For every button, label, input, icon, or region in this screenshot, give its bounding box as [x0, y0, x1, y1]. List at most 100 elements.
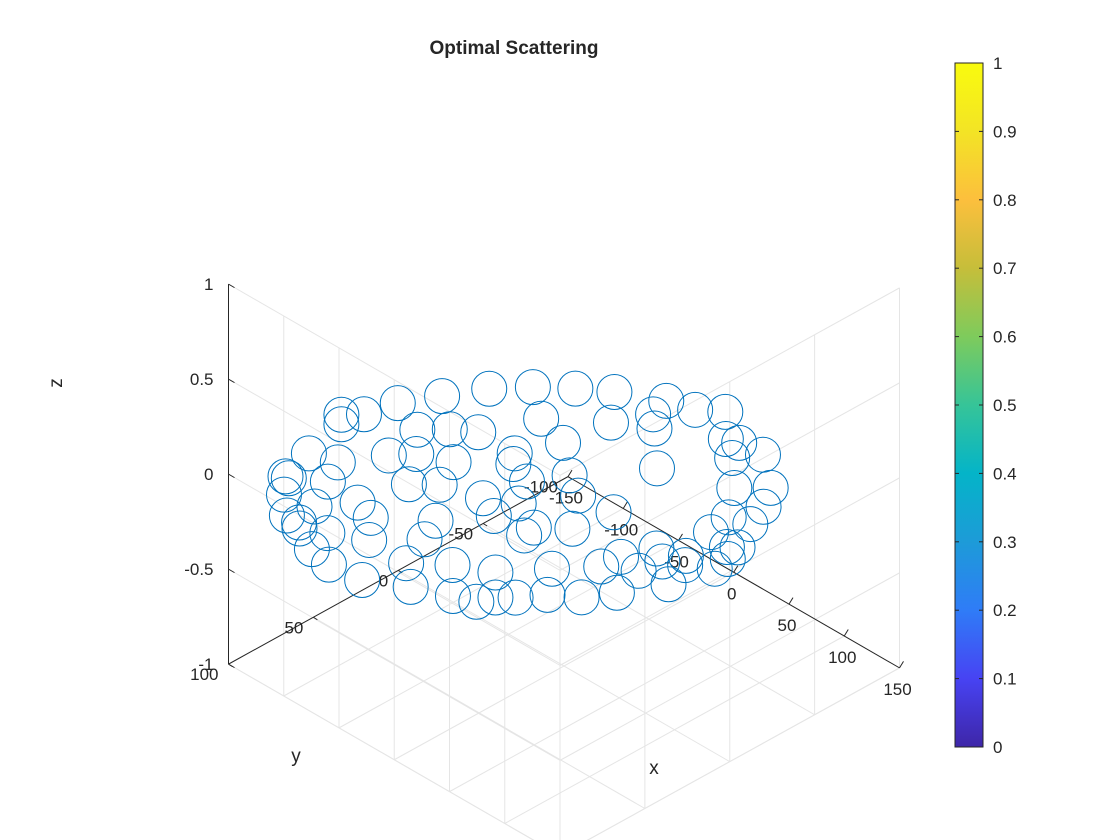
z-tick-label: -1	[198, 655, 213, 674]
colorbar-bar	[954, 62, 984, 748]
data-point	[458, 583, 495, 620]
colorbar-tick-label: 0.9	[993, 122, 1017, 141]
data-point	[431, 411, 468, 448]
data-point	[648, 382, 685, 419]
data-point	[650, 566, 687, 603]
data-point	[309, 515, 346, 552]
data-point	[523, 400, 560, 437]
data-point	[471, 370, 508, 407]
colorbar-tick-label: 0.1	[993, 670, 1017, 689]
data-point	[309, 463, 346, 500]
data-point	[344, 561, 381, 598]
y-tick-label: 100	[190, 665, 218, 684]
data-point	[435, 444, 472, 481]
data-point	[388, 545, 425, 582]
z-tick-label: 0	[204, 465, 213, 484]
y-axis-label: y	[291, 746, 301, 767]
floor-grid-line-y	[482, 523, 815, 716]
x-tick	[899, 661, 904, 669]
data-point	[460, 414, 497, 451]
data-point	[390, 466, 427, 503]
x-tick	[733, 565, 739, 573]
x-tick-label: -100	[604, 521, 638, 540]
x-tick-label: 0	[727, 584, 736, 603]
y-tick-label: -50	[449, 525, 474, 544]
colorbar-tick-label: 0.3	[993, 533, 1017, 552]
data-point	[596, 374, 633, 410]
data-point	[592, 404, 629, 441]
back-grid-line-z	[228, 473, 561, 666]
data-point	[554, 510, 591, 547]
x-tick-label: -150	[549, 489, 583, 508]
axes: -150-100-50050100150-100-50050100-1-0.50…	[184, 275, 911, 699]
data-point	[352, 499, 389, 536]
data-point	[399, 411, 436, 448]
data-point	[296, 488, 333, 525]
data-point	[370, 437, 407, 474]
x-tick	[567, 469, 573, 477]
data-point	[707, 421, 744, 458]
data-point	[319, 444, 356, 481]
z-axis-label: z	[46, 378, 67, 388]
data-point	[268, 497, 305, 534]
back-grid-line-z	[228, 283, 561, 476]
data-point	[707, 393, 744, 430]
data-point	[379, 385, 416, 422]
z-tick	[228, 283, 235, 289]
data-point	[708, 528, 745, 565]
side-grid-line-z	[559, 382, 900, 571]
z-tick-label: -0.5	[184, 560, 213, 579]
data-point	[710, 499, 747, 536]
y-tick	[482, 523, 488, 527]
data-point	[721, 424, 758, 461]
data-point	[545, 424, 582, 461]
data-point	[477, 579, 514, 616]
side-grid-line-z	[559, 287, 900, 476]
data-point	[281, 504, 318, 541]
data-point	[595, 494, 632, 531]
data-point	[508, 463, 545, 500]
data-point	[475, 498, 512, 535]
floor-grid-line-y	[313, 616, 646, 809]
data-point	[515, 509, 552, 546]
data-point	[270, 460, 307, 497]
data-point	[644, 543, 681, 580]
data-point	[709, 540, 746, 577]
colorbar-tick-label: 0.5	[993, 396, 1017, 415]
data-point	[732, 506, 769, 543]
z-tick	[228, 663, 235, 669]
data-point	[506, 517, 543, 554]
data-point	[406, 521, 443, 558]
data-point	[557, 370, 594, 407]
data-point	[345, 396, 382, 433]
data-point	[500, 485, 537, 522]
x-tick	[622, 501, 628, 509]
x-tick-label: 50	[778, 616, 797, 635]
y-tick	[313, 616, 318, 621]
colorbar-tick-label: 0.4	[993, 464, 1017, 483]
data-point	[290, 435, 327, 472]
y-tick	[567, 476, 573, 480]
data-point	[392, 568, 429, 605]
data-point	[496, 435, 533, 472]
colorbar-tick-label: 0	[993, 738, 1002, 757]
data-point	[434, 577, 471, 614]
data-point	[323, 406, 360, 443]
data-point	[563, 579, 600, 616]
z-tick-label: 0.5	[190, 370, 214, 389]
data-point	[477, 554, 514, 591]
colorbar-tick-label: 0.6	[993, 328, 1017, 347]
z-tick	[228, 378, 235, 384]
data-point	[434, 547, 471, 584]
data-point	[421, 466, 458, 503]
floor-grid-line-y	[398, 569, 730, 763]
data-point	[351, 521, 388, 558]
data-point	[560, 477, 597, 514]
x-tick	[788, 597, 794, 605]
y-tick-label: 0	[379, 571, 388, 590]
x-tick-label: 100	[828, 648, 856, 667]
data-point	[716, 470, 753, 506]
x-tick-label: 150	[883, 680, 911, 699]
colorbar-tick-label: 0.7	[993, 259, 1017, 278]
